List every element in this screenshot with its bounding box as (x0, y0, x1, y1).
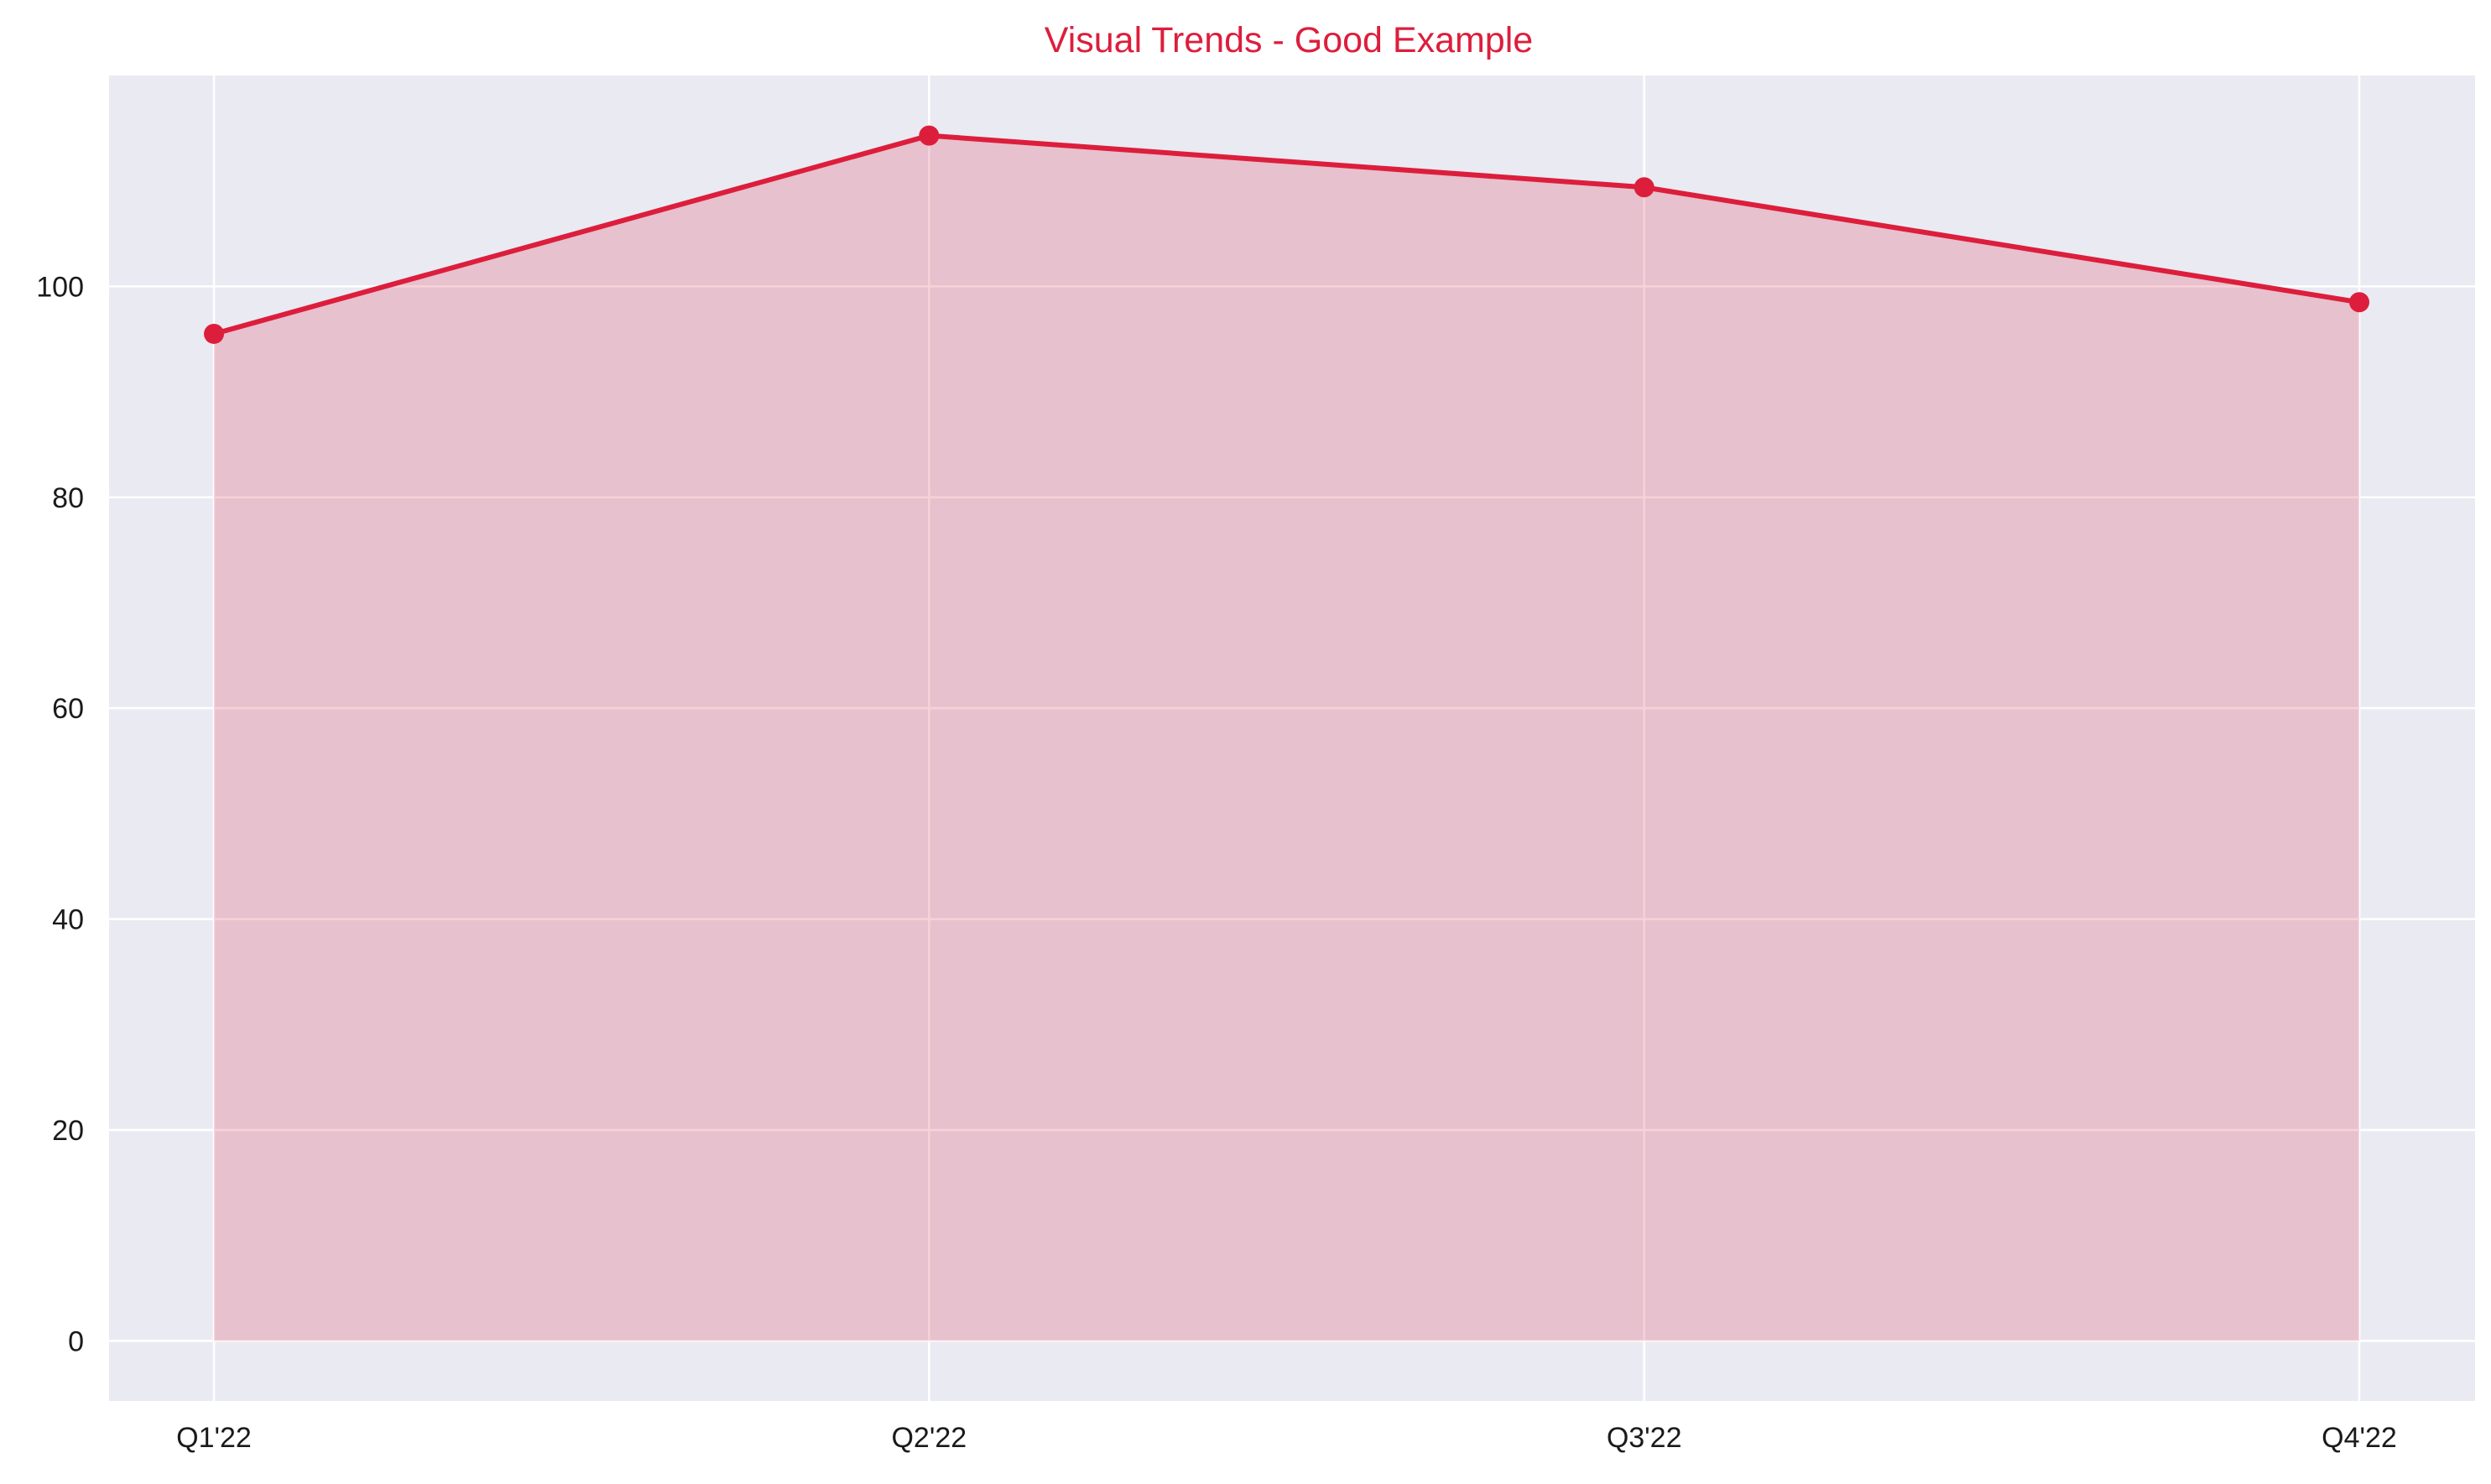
data-point (919, 125, 940, 146)
x-tick-label: Q3'22 (1607, 1422, 1682, 1454)
y-axis-ticks: 0 20 40 60 80 100 (36, 271, 84, 1357)
x-axis-ticks: Q1'22 Q2'22 Q3'22 Q4'22 (176, 1422, 2397, 1454)
marker-layer (204, 125, 2369, 344)
data-point (2349, 292, 2369, 313)
series-line (211, 133, 2362, 336)
x-tick-label: Q2'22 (891, 1422, 967, 1454)
x-tick-label: Q1'22 (176, 1422, 252, 1454)
area-fill (214, 135, 2359, 1341)
y-tick-label: 100 (36, 271, 84, 303)
grid-lines (109, 76, 2475, 1401)
y-tick-label: 0 (68, 1325, 84, 1357)
plot-area (109, 76, 2475, 1401)
data-point (204, 323, 224, 344)
line-layer (211, 133, 2362, 336)
area-layer (214, 135, 2359, 1341)
y-tick-label: 40 (52, 904, 84, 936)
y-tick-label: 80 (52, 482, 84, 514)
y-tick-label: 20 (52, 1115, 84, 1147)
data-point (1634, 177, 1655, 198)
chart-title: Visual Trends - Good Example (1045, 20, 1533, 60)
y-tick-label: 60 (52, 693, 84, 725)
x-tick-label: Q4'22 (2322, 1422, 2397, 1454)
